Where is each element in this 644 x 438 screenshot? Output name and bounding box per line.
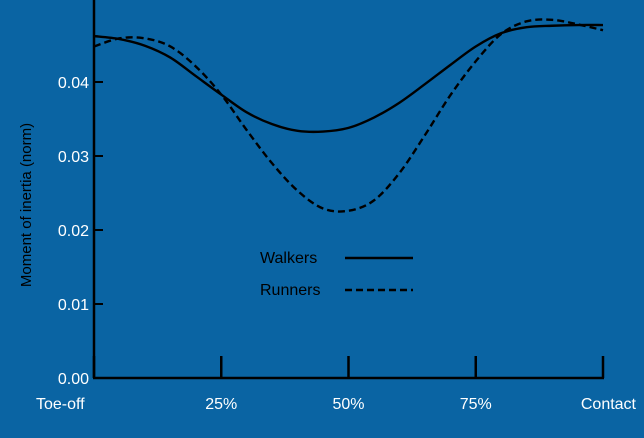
x-tick-label: 75% xyxy=(460,396,492,413)
y-tick-label: 0.01 xyxy=(58,297,89,314)
x-tick-label: Toe-off xyxy=(36,396,85,413)
y-tick-label: 0.02 xyxy=(58,223,89,240)
x-tick-label: Contact xyxy=(581,396,637,413)
x-tick-label: 25% xyxy=(205,396,237,413)
legend-label-runners: Runners xyxy=(260,282,320,299)
y-tick-label: 0.03 xyxy=(58,149,89,166)
y-tick-label: 0.00 xyxy=(58,371,89,388)
y-axis-label: Moment of inertia (norm) xyxy=(18,123,35,287)
legend-label-walkers: Walkers xyxy=(260,250,317,267)
series-line-runners xyxy=(93,18,604,213)
y-tick-label: 0.04 xyxy=(58,75,89,92)
x-tick-label: 50% xyxy=(332,396,364,413)
series-line-walkers xyxy=(93,23,604,134)
